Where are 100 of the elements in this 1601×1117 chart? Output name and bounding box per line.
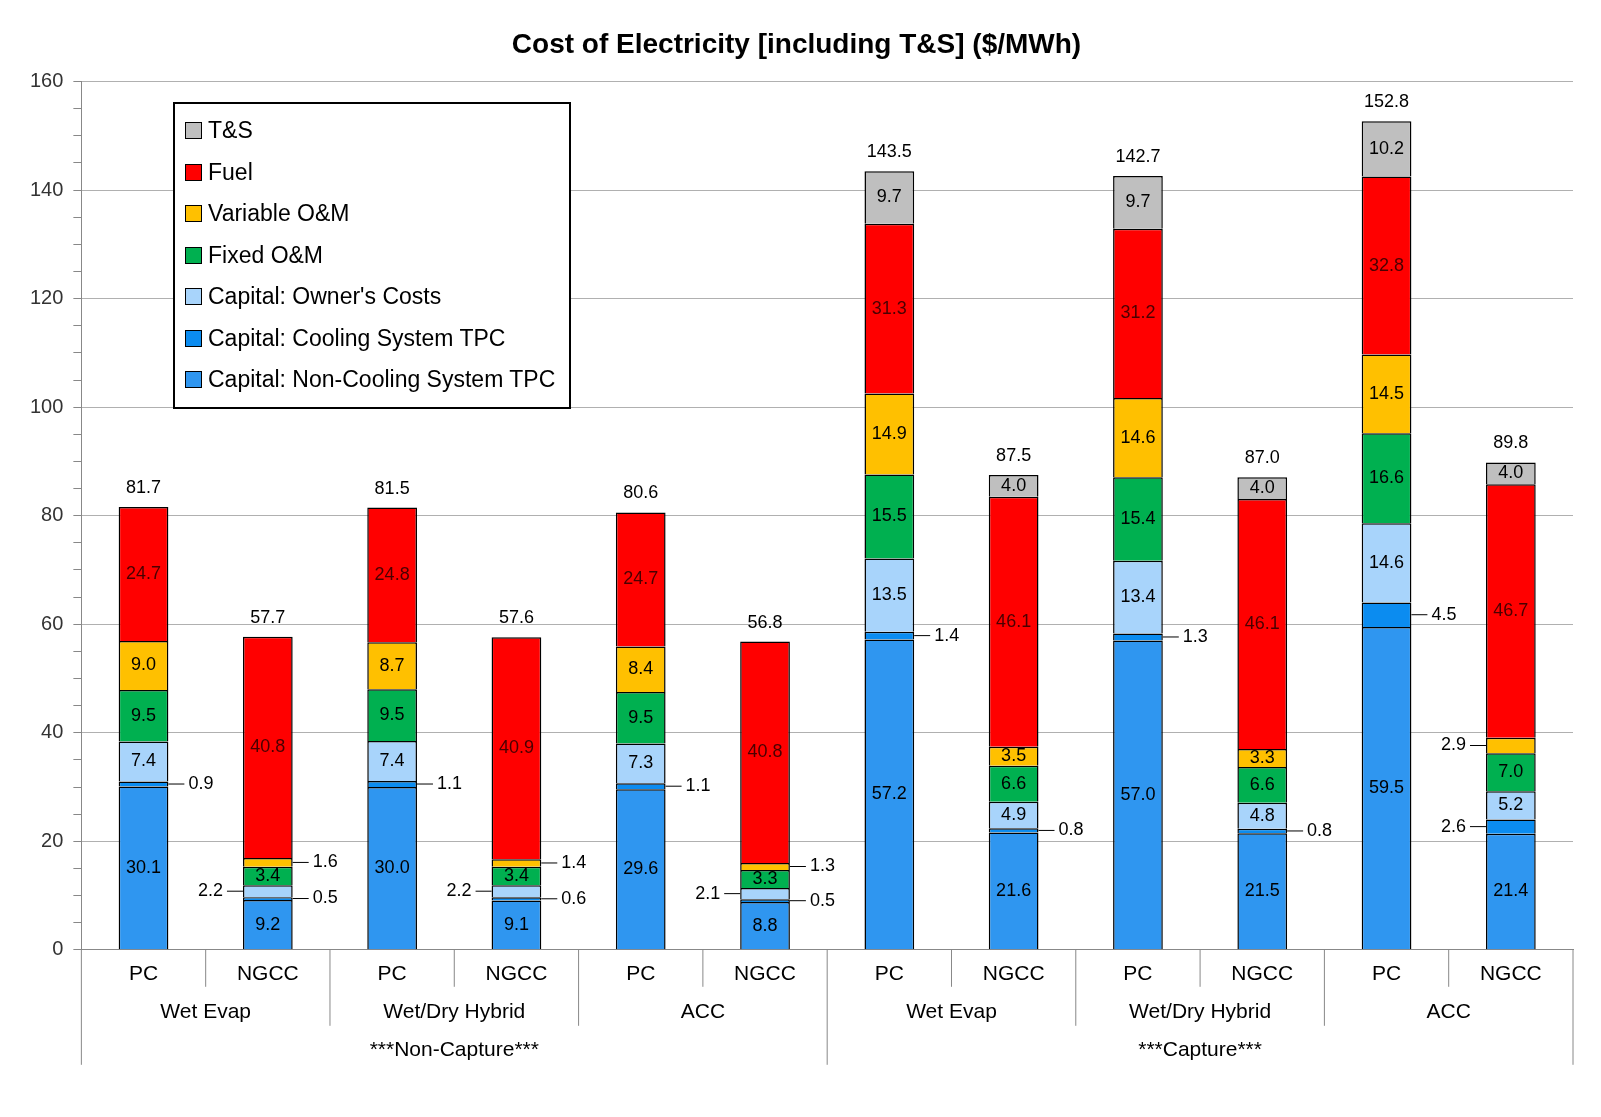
data-label: 32.8 [1369,254,1405,275]
data-label: 8.4 [628,658,654,679]
data-label: 7.3 [628,752,654,773]
data-label: 1.3 [1182,625,1208,646]
y-tick-label: 60 [41,611,64,634]
data-label: 0.5 [809,889,835,910]
data-label: 2.2 [446,880,472,901]
legend-label: Capital: Cooling System TPC [208,323,506,353]
x-tick-label: NGCC [734,961,796,985]
x-tick-label: PC [1371,961,1402,985]
legend-label: Capital: Owner's Costs [208,282,442,311]
data-label: 29.6 [623,858,659,879]
data-label: 3.4 [255,864,281,885]
total-label: 81.7 [126,476,162,497]
data-label: 0.8 [1058,819,1084,840]
data-label: 31.2 [1120,302,1156,323]
data-label: 0.6 [561,887,587,908]
data-label: 31.3 [871,297,907,318]
data-label: 21.4 [1493,880,1529,901]
x-tick-label: PC [377,961,407,985]
data-label: 24.7 [623,568,659,589]
data-label: 14.6 [1369,551,1405,572]
data-label: 1.4 [561,851,587,872]
data-label: 7.4 [379,749,405,770]
data-label: 14.6 [1120,426,1156,447]
x-tick-label: NGCC [1231,961,1294,985]
total-label: 57.7 [250,606,286,627]
text: Wet Evap [160,998,251,1022]
x-tick-label: PC [626,961,656,985]
x-tick-label: NGCC [485,961,548,985]
legend-label: Fixed O&M [208,240,324,270]
data-label: 0.5 [312,887,338,908]
data-label: 9.5 [379,704,405,725]
data-label: 1.6 [312,851,338,872]
legend-label: T&S [208,116,253,145]
total-label: 87.0 [1244,447,1280,468]
data-label: 4.8 [1249,804,1275,825]
total-label: 152.8 [1364,91,1410,112]
data-label: 1.3 [809,855,835,876]
y-tick-label: 0 [52,937,64,960]
data-label: 2.2 [197,880,223,901]
data-label: 9.5 [628,706,654,727]
x-tick-label: NGCC [1479,961,1542,985]
data-label: 9.7 [1125,191,1151,212]
data-label: 6.6 [1249,773,1275,794]
data-label: 40.8 [747,741,783,762]
data-label: 3.3 [1249,746,1275,767]
data-label: 15.4 [1120,507,1156,528]
data-label: 4.5 [1431,603,1457,624]
text: Wet Evap [906,998,997,1022]
data-label: 0.9 [188,773,214,793]
y-tick-label: 80 [41,503,64,526]
legend-label: Fuel [208,157,253,187]
data-label: 15.5 [871,505,907,526]
y-tick-label: 160 [29,69,64,92]
data-label: 14.9 [871,423,907,443]
total-label: 143.5 [866,141,912,162]
data-label: 13.5 [871,584,907,605]
data-label: 9.0 [131,654,157,675]
data-label: 8.7 [379,654,405,675]
data-label: 4.0 [1498,462,1524,483]
x-tick-label: PC [128,961,159,985]
total-label: 87.5 [996,444,1032,465]
legend-label: Variable O&M [208,199,350,228]
data-label: 16.6 [1369,467,1405,488]
data-label: 40.9 [498,737,534,758]
data-label: 13.4 [1120,586,1156,607]
data-label: 1.4 [934,624,960,645]
text: Wet/Dry Hybrid [1129,998,1272,1022]
text: ***Non-Capture*** [369,1036,539,1060]
total-label: 57.6 [498,607,534,628]
data-label: 1.1 [436,773,463,793]
data-label: 46.7 [1493,599,1529,620]
data-label: 57.0 [1120,783,1156,804]
text: ***Capture*** [1138,1036,1262,1060]
data-label: 4.9 [1001,803,1027,824]
y-tick-label: 120 [29,286,64,309]
data-label: 14.5 [1369,382,1405,403]
data-label: 3.5 [1001,745,1027,766]
text: ACC [1426,998,1471,1022]
y-tick-label: 40 [41,720,64,743]
total-label: 89.8 [1493,432,1529,453]
data-label: 30.0 [374,857,410,878]
x-tick-label: PC [1123,961,1153,985]
total-label: 80.6 [623,482,659,503]
data-label: 2.1 [695,882,721,903]
data-label: 10.2 [1369,137,1405,158]
data-label: 7.4 [131,750,157,771]
data-label: 5.2 [1498,794,1524,815]
data-label: 30.1 [126,856,162,877]
data-label: 0.8 [1307,819,1333,840]
data-label: 40.8 [250,736,286,757]
data-label: 3.3 [752,867,778,888]
x-tick-label: NGCC [982,961,1045,985]
text: ACC [680,998,726,1022]
data-label: 4.0 [1249,476,1275,497]
data-label: 7.0 [1498,761,1524,782]
data-label: 21.6 [996,879,1032,900]
data-label: 24.8 [374,563,410,584]
data-label: 2.9 [1440,734,1466,755]
